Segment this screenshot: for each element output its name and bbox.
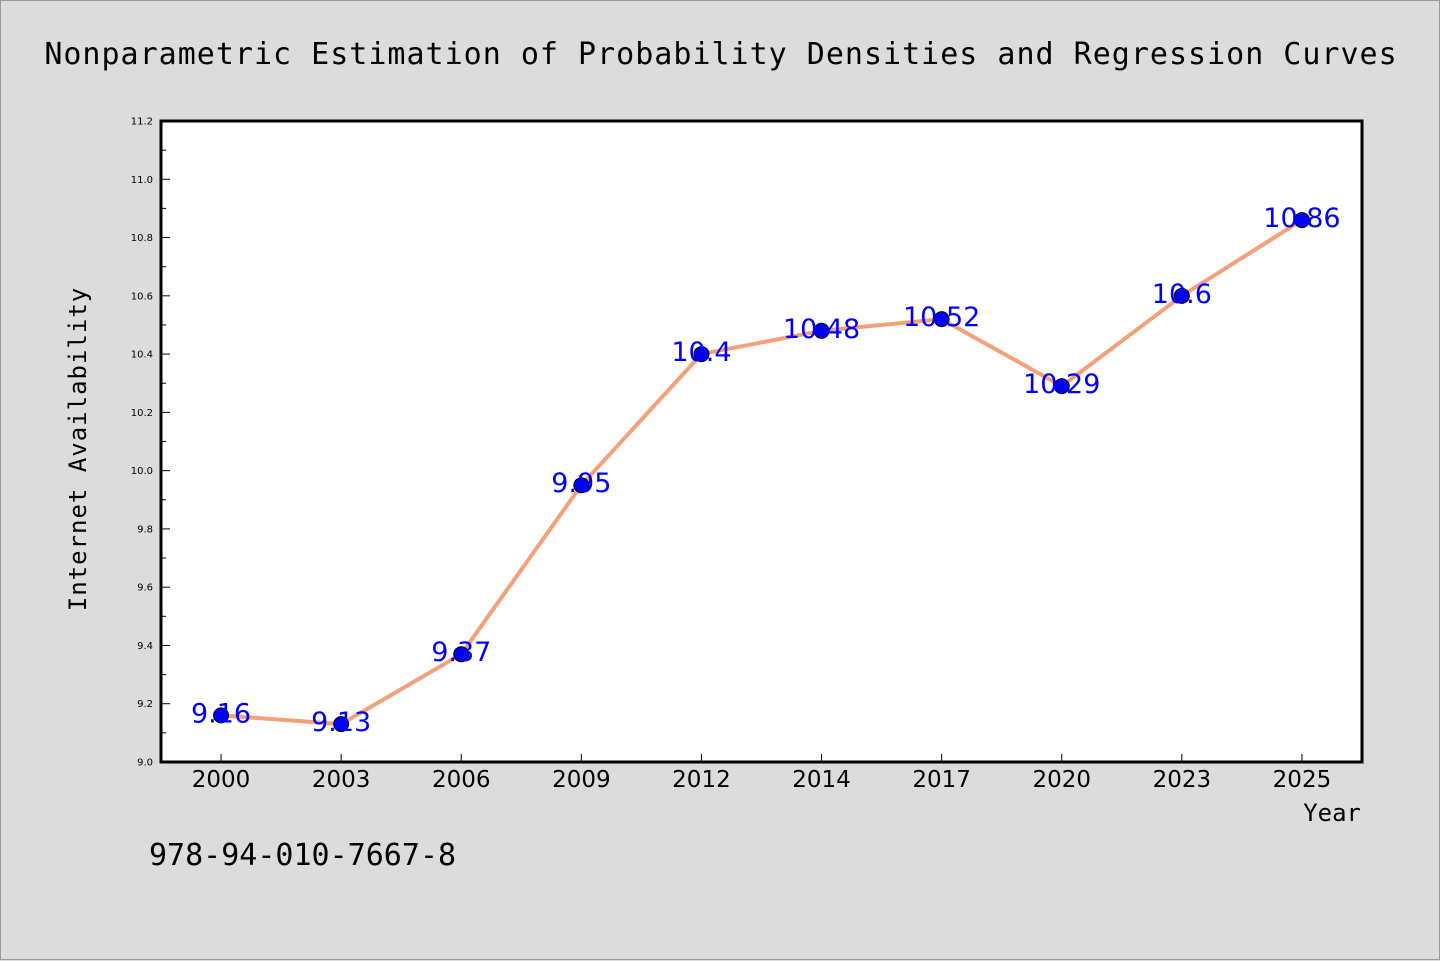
y-tick-label: 10.0 [131,466,153,477]
x-axis: 2000 2003 2006 2009 2012 2014 2017 2020 2023 2025 [192,754,1331,793]
data-point-marker [693,346,710,363]
x-tick-label: 2025 [1273,767,1332,793]
y-tick-label: 9.8 [137,524,153,535]
series-line [220,218,1304,727]
y-tick-label: 10.6 [131,291,153,302]
y-tick-label: 9.4 [137,641,153,652]
y-tick-label: 9.0 [137,758,153,769]
data-point-marker [813,322,830,339]
x-tick-label: 2012 [672,767,731,793]
data-point-marker [333,716,350,733]
x-tick-label: 2006 [432,767,491,793]
data-point-marker [1173,287,1190,304]
y-tick-label: 9.2 [137,699,153,710]
data-label: 10.48 [783,314,860,345]
isbn-annotation: 978-94-010-7667-8 [149,838,456,873]
plot-area [159,119,1364,764]
y-tick-label: 11.0 [131,175,153,186]
chart-title: Nonparametric Estimation of Probability … [44,37,1397,72]
data-label: 10.86 [1263,203,1340,234]
x-tick-label: 2009 [552,767,611,793]
data-point-marker [573,477,590,494]
series-line-group [220,218,1304,727]
marker-group [213,212,1310,733]
data-label: 9.13 [311,707,371,738]
x-tick-label: 2000 [192,767,251,793]
data-label: 10.6 [1152,279,1212,310]
data-point-marker [453,646,470,663]
x-tick-label: 2020 [1032,767,1091,793]
data-label: 9.16 [191,698,251,729]
y-tick-label: 11.2 [131,117,153,128]
x-tick-label: 2017 [912,767,971,793]
y-tick-label: 10.4 [131,350,153,361]
data-label: 10.4 [671,337,731,368]
data-point-marker [213,707,230,724]
data-label: 9.95 [551,468,611,499]
x-tick-label: 2014 [792,767,851,793]
y-tick-label: 10.2 [131,408,153,419]
data-label: 10.52 [903,302,980,333]
data-label: 10.29 [1023,369,1100,400]
data-point-marker [933,311,950,328]
y-tick-label: 10.8 [131,233,153,244]
x-axis-label: Year [1303,799,1361,827]
data-label: 9.37 [431,637,491,668]
data-point-marker [1053,378,1070,395]
y-axis: 9.0 9.2 9.4 9.6 9.8 10.0 10.2 10.4 10.6 10.8 11.0 1… [131,117,170,769]
x-tick-label: 2003 [312,767,371,793]
data-label-group: 9.16 9.13 9.37 9.95 10.4 10.48 10.52 10.29 10.6 1… [191,203,1341,738]
y-axis-label: Internet Availability [64,287,92,611]
data-point-marker [1293,212,1310,229]
x-tick-label: 2023 [1153,767,1212,793]
y-tick-label: 9.6 [137,583,153,594]
